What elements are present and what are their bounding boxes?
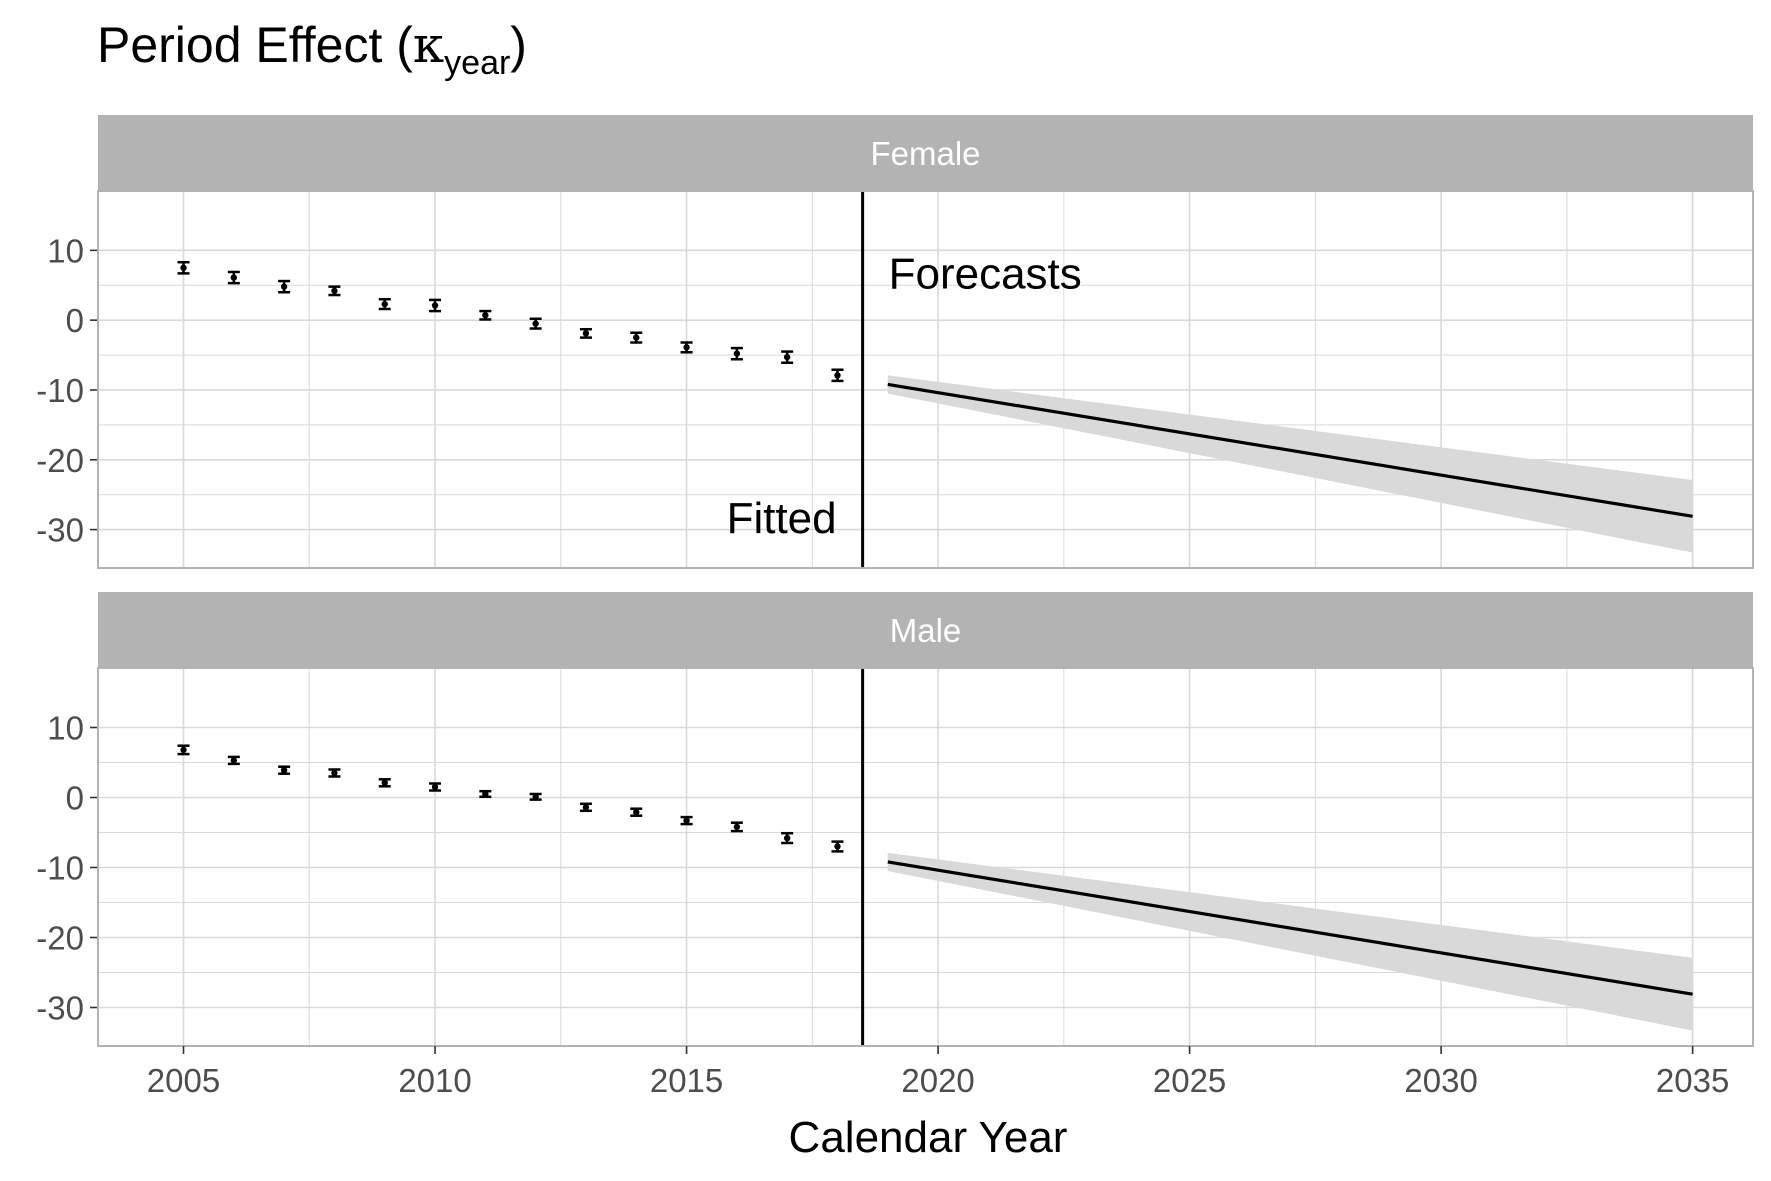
fitted-point [683,344,690,351]
fitted-errorbar [479,309,492,321]
y-tick-label: -20 [36,920,84,957]
facet-panels: Female 10 0 -10 -20 -30 Fitted Forecasts Male 10 0… [36,115,1754,1047]
y-tick-label: -30 [36,512,84,549]
forecasts-annotation: Forecasts [889,250,1082,299]
fitted-point [582,804,590,811]
fitted-errorbar [328,285,341,297]
fitted-point [482,312,489,319]
forecast-line [887,860,1693,996]
fitted-point [733,350,741,357]
x-tick-label: 2005 [147,1062,220,1099]
x-axis: 2005 2010 2015 2020 2025 2030 2035 [147,1046,1729,1099]
fitted-point [280,767,288,774]
x-tick-label: 2020 [901,1062,974,1099]
fitted-errorbar [781,350,794,364]
fitted-point [633,334,640,341]
fitted-errorbar [529,317,542,330]
facet-strip [98,115,1753,191]
y-tick-label: -10 [36,850,84,887]
fitted-point [834,843,841,850]
fitted-errorbar [227,755,240,766]
fitted-point [783,353,791,361]
chart-title: Period Effect (κyear) [97,16,527,82]
fitted-point [280,283,288,290]
facet-strip [98,592,1753,668]
fitted-errorbar [429,298,442,313]
y-tick-label: 10 [47,232,84,269]
fitted-errorbar [730,821,743,833]
fitted-errorbar [781,831,794,845]
fitted-point [733,823,741,831]
fitted-point [431,302,439,309]
x-tick-label: 2015 [650,1062,723,1099]
fitted-errorbar [630,331,643,344]
fitted-point [230,757,238,764]
y-tick-label: 0 [66,780,84,817]
fitted-errorbar [680,341,693,354]
x-tick-label: 2010 [398,1062,471,1099]
fitted-errorbar [177,260,190,275]
fitted-errorbar [579,327,592,339]
fitted-point [180,746,187,754]
fitted-errorbar [730,346,743,361]
x-tick-label: 2025 [1153,1062,1226,1099]
y-tick-label: -20 [36,442,84,479]
forecast-ribbon [887,852,1693,1031]
fitted-point [381,300,388,308]
fitted-point [633,809,640,816]
fitted-errorbar [831,368,844,383]
facet-panel-male: Male 10 0 -10 -20 -30 [36,592,1754,1047]
x-tick-label: 2035 [1656,1062,1729,1099]
fitted-point [331,769,338,777]
x-tick-label: 2030 [1404,1062,1477,1099]
fitted-errorbar [278,765,291,775]
y-tick-label: 10 [47,710,84,747]
fitted-point [532,320,539,327]
fitted-point [683,817,690,824]
facet-strip-label: Female [870,135,980,172]
facet-panel-female: Female 10 0 -10 -20 -30 Fitted Forecasts [36,115,1754,569]
fitted-errorbar [378,297,391,311]
fitted-point [834,372,841,379]
fitted-point [230,274,238,281]
fitted-errorbar [429,782,442,792]
fitted-errorbar [831,840,844,853]
y-tick-label: -10 [36,372,84,409]
panel-border [97,667,1754,1047]
fitted-errorbar [378,778,391,788]
forecast-line [887,382,1693,518]
fitted-point [532,793,539,800]
fitted-point [582,330,590,337]
fitted-errorbar [579,802,592,813]
fitted-errorbar [529,792,542,801]
fitted-point [331,287,338,295]
fitted-errorbar [479,789,492,799]
y-tick-label: 0 [66,302,84,339]
fitted-errorbar [630,807,643,817]
fitted-errorbar [177,744,190,756]
fitted-errorbar [680,815,693,826]
facet-strip-label: Male [890,612,962,649]
fitted-errorbar [328,768,341,778]
fitted-annotation: Fitted [727,494,837,543]
fitted-point [482,790,489,798]
fitted-point [381,779,388,786]
x-axis-label: Calendar Year [789,1113,1068,1162]
fitted-errorbar [278,279,291,294]
forecast-ribbon [887,375,1693,553]
fitted-point [783,834,791,842]
y-tick-label: -30 [36,990,84,1027]
panel-border [97,190,1754,569]
fitted-point [431,783,439,791]
fitted-errorbar [227,270,240,285]
fitted-point [180,264,187,271]
